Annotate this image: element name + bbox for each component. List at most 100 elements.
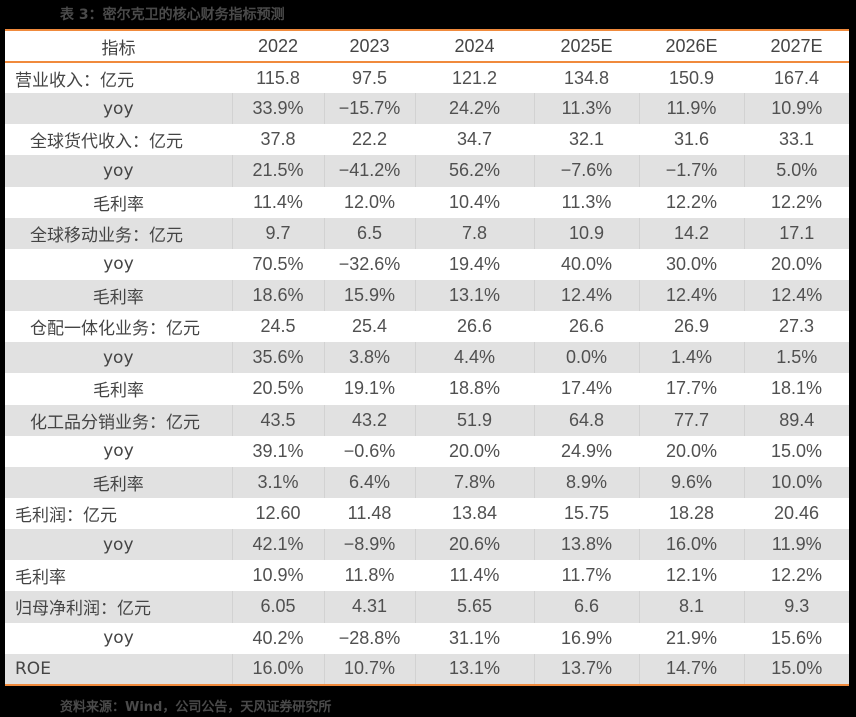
cell-2022: 21.5%: [231, 155, 324, 187]
cell-2025e: 64.8: [533, 404, 639, 436]
cell-2024: 121.2: [451, 67, 498, 88]
cell-2027e: 167.4: [773, 67, 820, 88]
cell-2026e: 16.0%: [638, 529, 744, 561]
cell-2023: −0.6%: [343, 440, 396, 461]
header-indicator: 指标: [101, 38, 136, 59]
table-row: 毛利率 3.1% 6.4% 7.8% 8.9% 9.6% 10.0%: [5, 466, 849, 498]
cell-2026e: 30.0%: [665, 253, 718, 274]
cell-2024: 26.6: [456, 316, 493, 337]
cell-2023: 43.2: [323, 404, 415, 436]
cell-2025e: 15.75: [563, 503, 610, 524]
cell-2025e: 11.7%: [561, 565, 612, 586]
row-label: yoy: [103, 441, 134, 462]
cell-2025e: 13.7%: [533, 653, 639, 685]
cell-2022: 42.1%: [231, 529, 324, 561]
cell-2023: 97.5: [351, 67, 388, 88]
cell-2024: 7.8%: [414, 466, 534, 498]
cell-2022: 115.8: [256, 67, 300, 88]
row-label: 毛利率: [92, 474, 144, 495]
row-label: 全球货代收入：亿元: [30, 132, 183, 153]
cell-2024: 5.65: [414, 591, 534, 623]
table-body: 营业收入：亿元 115.8 97.5 121.2 134.8 150.9 167.4 yoy 3…: [5, 62, 849, 685]
cell-2022: 33.9%: [231, 93, 324, 125]
cell-2027e: 18.1%: [770, 378, 823, 399]
cell-2022: 10.9%: [252, 565, 304, 586]
financial-forecast-table: 指标 2022 2023 2024 2025E 2026E 2027E 营业收入…: [5, 29, 849, 686]
cell-2026e: 12.2%: [665, 191, 718, 212]
cell-2022: 20.5%: [252, 378, 304, 399]
cell-2027e: 15.0%: [743, 653, 849, 685]
table-row: 毛利率 11.4% 12.0% 10.4% 11.3% 12.2% 12.2%: [5, 186, 849, 218]
table-row: 毛利率 20.5% 19.1% 18.8% 17.4% 17.7% 18.1%: [5, 373, 849, 405]
cell-2024: 18.8%: [448, 378, 501, 399]
cell-2027e: 20.0%: [770, 253, 823, 274]
cell-2025e: 26.6: [568, 316, 605, 337]
cell-2025e: 134.8: [563, 67, 610, 88]
table-row: 毛利润：亿元 12.60 11.48 13.84 15.75 18.28 20.46: [5, 497, 849, 530]
cell-2023: 25.4: [351, 316, 388, 337]
cell-2023: 15.9%: [323, 279, 415, 312]
table-row: 化工品分销业务：亿元 43.5 43.2 51.9 64.8 77.7 89.4: [5, 404, 849, 436]
cell-2023: −8.9%: [323, 529, 415, 561]
cell-2024: 56.2%: [414, 155, 534, 187]
table-row: 全球移动业务：亿元 9.7 6.5 7.8 10.9 14.2 17.1: [5, 217, 849, 249]
source-note: 资料来源：Wind，公司公告，天风证券研究所: [60, 700, 332, 715]
table-row: yoy 70.5% −32.6% 19.4% 40.0% 30.0% 20.0%: [5, 248, 849, 280]
cell-2027e: 1.5%: [743, 342, 849, 374]
row-label: yoy: [103, 254, 134, 275]
row-label: 毛利润：亿元: [15, 506, 117, 527]
cell-2025e: 13.8%: [533, 529, 639, 561]
cell-2026e: 77.7: [638, 404, 744, 436]
cell-2027e: 33.1: [778, 129, 815, 150]
table-row: 营业收入：亿元 115.8 97.5 121.2 134.8 150.9 167.4: [5, 62, 849, 94]
cell-2027e: 89.4: [743, 404, 849, 436]
cell-2022: 18.6%: [231, 279, 324, 312]
cell-2022: 3.1%: [231, 466, 324, 498]
cell-2022: 24.5: [260, 316, 296, 337]
cell-2026e: 8.1: [638, 591, 744, 623]
row-label: 毛利率: [93, 194, 144, 215]
cell-2023: 3.8%: [323, 342, 415, 374]
cell-2023: 4.31: [323, 591, 415, 623]
table-row: 毛利率 18.6% 15.9% 13.1% 12.4% 12.4% 12.4%: [5, 279, 849, 312]
row-label: ROE: [15, 658, 51, 679]
table-header-row: 指标 2022 2023 2024 2025E 2026E 2027E: [5, 30, 849, 62]
cell-2026e: 9.6%: [638, 466, 744, 498]
cell-2024: 19.4%: [448, 253, 501, 274]
cell-2024: 13.1%: [414, 653, 534, 685]
header-2024: 2024: [454, 35, 495, 56]
table-row: 仓配一体化业务：亿元 24.5 25.4 26.6 26.6 26.9 27.3: [5, 311, 849, 343]
cell-2025e: 24.9%: [560, 440, 613, 461]
cell-2025e: 16.9%: [560, 627, 613, 648]
cell-2023: 11.8%: [344, 565, 395, 586]
row-label: yoy: [103, 628, 134, 649]
cell-2023: −15.7%: [323, 93, 415, 125]
cell-2027e: 17.1: [743, 217, 849, 249]
cell-2023: 22.2: [351, 129, 388, 150]
cell-2027e: 5.0%: [743, 155, 849, 187]
header-2023: 2023: [349, 35, 390, 56]
cell-2026e: 150.9: [668, 67, 715, 88]
cell-2023: 10.7%: [323, 653, 415, 685]
header-2025e: 2025E: [560, 35, 613, 56]
cell-2026e: −1.7%: [638, 155, 744, 187]
cell-2026e: 12.4%: [638, 279, 744, 312]
cell-2022: 39.1%: [252, 440, 304, 461]
cell-2027e: 12.4%: [743, 279, 849, 312]
cell-2024: 11.4%: [449, 565, 500, 586]
cell-2024: 7.8: [414, 217, 534, 249]
table-row: yoy 21.5% −41.2% 56.2% −7.6% −1.7% 5.0%: [5, 155, 849, 187]
cell-2022: 35.6%: [231, 342, 324, 374]
cell-2026e: 26.9: [673, 316, 710, 337]
cell-2026e: 31.6: [673, 129, 710, 150]
row-label: 毛利率: [92, 288, 144, 309]
cell-2027e: 15.0%: [770, 440, 823, 461]
cell-2025e: 11.3%: [561, 191, 612, 212]
cell-2022: 12.60: [255, 503, 301, 524]
cell-2023: −41.2%: [323, 155, 415, 187]
cell-2026e: 12.1%: [665, 565, 718, 586]
row-label: 化工品分销业务：亿元: [30, 412, 200, 433]
cell-2022: 11.4%: [253, 191, 303, 212]
cell-2023: −32.6%: [338, 253, 401, 274]
cell-2027e: 12.2%: [770, 191, 823, 212]
